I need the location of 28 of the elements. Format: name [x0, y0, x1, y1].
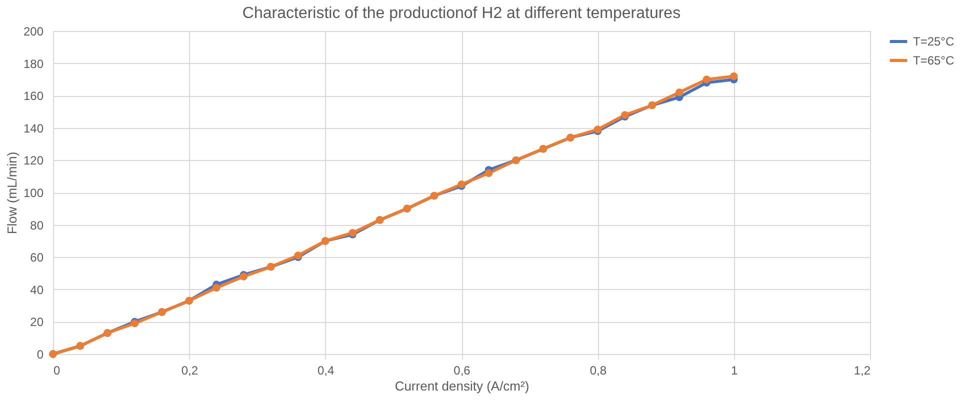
point [730, 72, 738, 80]
legend-label: T=25°C [913, 34, 954, 48]
y-tick-label: 200 [23, 24, 44, 38]
y-tick-label: 20 [30, 315, 44, 330]
y-tick-label: 180 [23, 56, 44, 71]
chart-title: Characteristic of the productionof H2 at different temperatures [242, 5, 681, 22]
y-tick-label: 160 [23, 89, 44, 104]
point [484, 169, 493, 177]
y-axis-title: Flow (mL/min) [4, 152, 20, 234]
y-tick-label: 0 [36, 348, 44, 362]
y-tick-label: 60 [30, 250, 44, 265]
point [675, 88, 684, 96]
y-tick-label: 120 [23, 154, 44, 168]
y-tick-label: 140 [23, 121, 44, 136]
y-tick-label: 40 [30, 282, 44, 297]
x-tick-label: 0,2 [181, 364, 198, 378]
x-tick-label: 1,2 [854, 364, 871, 378]
y-tick-label: 80 [30, 218, 44, 232]
x-tick-label: 0,8 [590, 364, 607, 378]
point [702, 76, 710, 84]
legend-label: T=65°C [913, 54, 954, 68]
y-tick-label: 100 [23, 186, 44, 200]
x-tick-label: 0,4 [317, 364, 334, 378]
point [212, 284, 220, 292]
x-tick-label: 0,6 [454, 364, 471, 378]
x-tick-label: 0 [54, 364, 60, 378]
x-tick-label: 1 [730, 364, 738, 378]
x-axis-title: Current density (A/cm²) [394, 378, 530, 394]
